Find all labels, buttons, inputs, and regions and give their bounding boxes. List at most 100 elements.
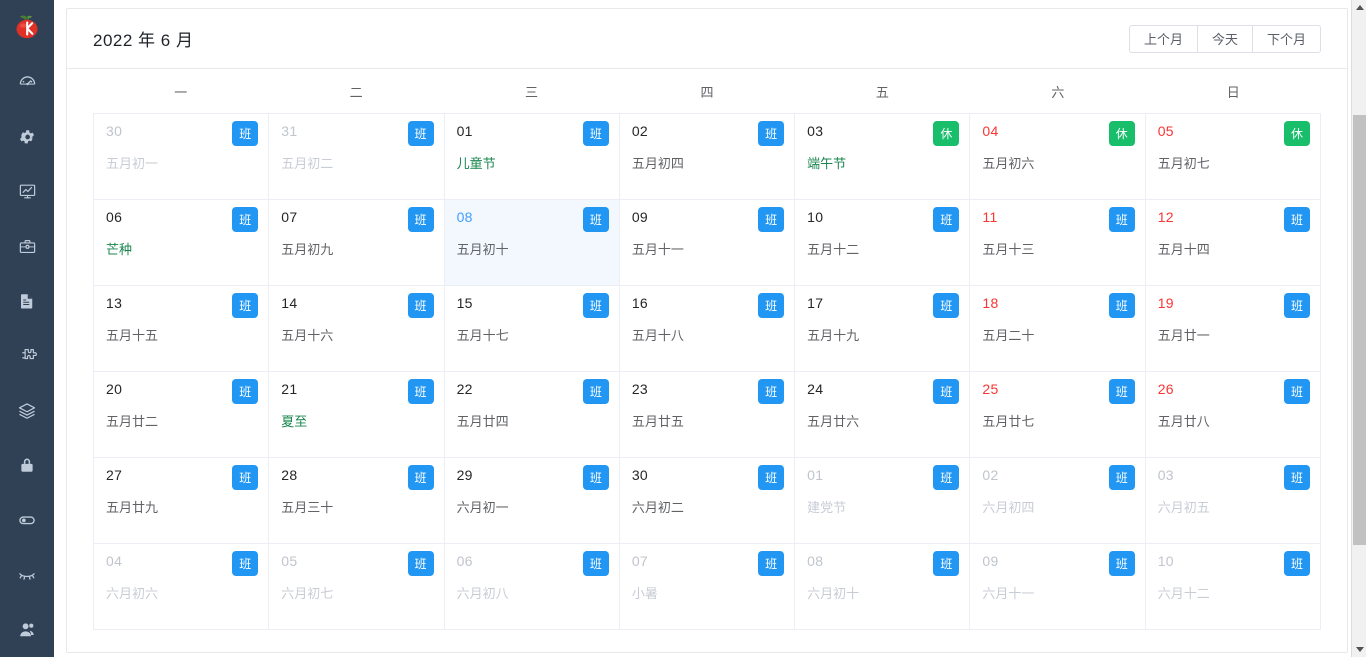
work-day-badge[interactable]: 班 bbox=[582, 465, 609, 490]
scroll-up-arrow-icon[interactable] bbox=[1352, 0, 1366, 15]
calendar-day-cell[interactable]: 05 休五月初七 bbox=[1145, 114, 1321, 200]
calendar-day-cell[interactable]: 02 班五月初四 bbox=[619, 114, 796, 200]
work-day-badge[interactable]: 班 bbox=[758, 207, 785, 232]
calendar-day-cell[interactable]: 16 班五月十八 bbox=[619, 286, 796, 372]
rest-day-badge[interactable]: 休 bbox=[933, 121, 960, 146]
calendar-day-cell[interactable]: 03 休端午节 bbox=[795, 114, 971, 200]
calendar-day-cell[interactable]: 30 班六月初二 bbox=[619, 458, 796, 544]
calendar-day-cell[interactable]: 22 班五月廿四 bbox=[444, 372, 620, 458]
calendar-day-cell[interactable]: 04 班六月初六 bbox=[94, 544, 270, 630]
work-day-badge[interactable]: 班 bbox=[758, 551, 785, 576]
sidebar-item-layers[interactable] bbox=[0, 383, 54, 438]
calendar-day-cell[interactable]: 27 班五月廿九 bbox=[94, 458, 270, 544]
page-scrollbar[interactable] bbox=[1351, 0, 1366, 657]
sidebar-item-lock[interactable] bbox=[0, 438, 54, 493]
work-day-badge[interactable]: 班 bbox=[582, 293, 609, 318]
calendar-day-cell[interactable]: 04 休五月初六 bbox=[970, 114, 1146, 200]
work-day-badge[interactable]: 班 bbox=[232, 293, 259, 318]
calendar-day-cell[interactable]: 19 班五月廿一 bbox=[1145, 286, 1321, 372]
calendar-day-cell[interactable]: 08 班五月初十 bbox=[444, 200, 620, 286]
work-day-badge[interactable]: 班 bbox=[582, 379, 609, 404]
sidebar-item-plugins[interactable] bbox=[0, 329, 54, 384]
calendar-day-cell[interactable]: 09 班六月十一 bbox=[970, 544, 1146, 630]
work-day-badge[interactable]: 班 bbox=[1108, 379, 1135, 404]
work-day-badge[interactable]: 班 bbox=[1108, 551, 1135, 576]
calendar-day-cell[interactable]: 30 班五月初一 bbox=[94, 114, 270, 200]
calendar-day-cell[interactable]: 29 班六月初一 bbox=[444, 458, 620, 544]
work-day-badge[interactable]: 班 bbox=[407, 293, 434, 318]
calendar-day-cell[interactable]: 18 班五月二十 bbox=[970, 286, 1146, 372]
work-day-badge[interactable]: 班 bbox=[232, 465, 259, 490]
calendar-day-cell[interactable]: 06 班芒种 bbox=[94, 200, 270, 286]
work-day-badge[interactable]: 班 bbox=[232, 207, 259, 232]
calendar-day-cell[interactable]: 03 班六月初五 bbox=[1145, 458, 1321, 544]
work-day-badge[interactable]: 班 bbox=[407, 465, 434, 490]
today-button[interactable]: 今天 bbox=[1196, 24, 1252, 53]
work-day-badge[interactable]: 班 bbox=[407, 551, 434, 576]
work-day-badge[interactable]: 班 bbox=[933, 551, 960, 576]
calendar-day-cell[interactable]: 15 班五月十七 bbox=[444, 286, 620, 372]
sidebar-item-dashboard[interactable] bbox=[0, 55, 54, 110]
calendar-day-cell[interactable]: 25 班五月廿七 bbox=[970, 372, 1146, 458]
sidebar-item-workbench[interactable] bbox=[0, 219, 54, 274]
rest-day-badge[interactable]: 休 bbox=[1284, 121, 1310, 146]
work-day-badge[interactable]: 班 bbox=[758, 293, 785, 318]
prev-month-button[interactable]: 上个月 bbox=[1128, 24, 1197, 53]
work-day-badge[interactable]: 班 bbox=[933, 379, 960, 404]
calendar-day-cell[interactable]: 28 班五月三十 bbox=[269, 458, 445, 544]
calendar-day-cell[interactable]: 14 班五月十六 bbox=[269, 286, 445, 372]
work-day-badge[interactable]: 班 bbox=[582, 551, 609, 576]
calendar-day-cell[interactable]: 01 班建党节 bbox=[795, 458, 971, 544]
work-day-badge[interactable]: 班 bbox=[1108, 465, 1135, 490]
calendar-day-cell[interactable]: 20 班五月廿二 bbox=[94, 372, 270, 458]
calendar-day-cell[interactable]: 09 班五月十一 bbox=[619, 200, 796, 286]
work-day-badge[interactable]: 班 bbox=[933, 465, 960, 490]
work-day-badge[interactable]: 班 bbox=[1108, 293, 1135, 318]
calendar-day-cell[interactable]: 08 班六月初十 bbox=[795, 544, 971, 630]
calendar-day-cell[interactable]: 12 班五月十四 bbox=[1145, 200, 1321, 286]
work-day-badge[interactable]: 班 bbox=[407, 121, 434, 146]
calendar-day-cell[interactable]: 13 班五月十五 bbox=[94, 286, 270, 372]
sidebar-item-eye-closed[interactable] bbox=[0, 548, 54, 603]
work-day-badge[interactable]: 班 bbox=[232, 551, 259, 576]
work-day-badge[interactable]: 班 bbox=[1108, 207, 1135, 232]
calendar-day-cell[interactable]: 07 班小暑 bbox=[619, 544, 796, 630]
calendar-day-cell[interactable]: 02 班六月初四 bbox=[970, 458, 1146, 544]
calendar-day-cell[interactable]: 07 班五月初九 bbox=[269, 200, 445, 286]
sidebar-item-settings[interactable] bbox=[0, 110, 54, 165]
work-day-badge[interactable]: 班 bbox=[758, 465, 785, 490]
scroll-down-arrow-icon[interactable] bbox=[1352, 642, 1366, 657]
sidebar-item-monitor-chart[interactable] bbox=[0, 164, 54, 219]
calendar-day-cell[interactable]: 21 班夏至 bbox=[269, 372, 445, 458]
scrollbar-thumb[interactable] bbox=[1353, 115, 1366, 545]
work-day-badge[interactable]: 班 bbox=[232, 121, 259, 146]
sidebar-item-document[interactable] bbox=[0, 274, 54, 329]
work-day-badge[interactable]: 班 bbox=[1284, 551, 1310, 576]
work-day-badge[interactable]: 班 bbox=[407, 379, 434, 404]
tomato-logo[interactable] bbox=[0, 0, 54, 55]
work-day-badge[interactable]: 班 bbox=[933, 293, 960, 318]
calendar-day-cell[interactable]: 26 班五月廿八 bbox=[1145, 372, 1321, 458]
calendar-day-cell[interactable]: 01 班儿童节 bbox=[444, 114, 620, 200]
work-day-badge[interactable]: 班 bbox=[1284, 207, 1310, 232]
work-day-badge[interactable]: 班 bbox=[1284, 293, 1310, 318]
rest-day-badge[interactable]: 休 bbox=[1108, 121, 1135, 146]
calendar-day-cell[interactable]: 17 班五月十九 bbox=[795, 286, 971, 372]
work-day-badge[interactable]: 班 bbox=[758, 379, 785, 404]
calendar-day-cell[interactable]: 24 班五月廿六 bbox=[795, 372, 971, 458]
work-day-badge[interactable]: 班 bbox=[582, 207, 609, 232]
calendar-day-cell[interactable]: 11 班五月十三 bbox=[970, 200, 1146, 286]
work-day-badge[interactable]: 班 bbox=[1284, 379, 1310, 404]
next-month-button[interactable]: 下个月 bbox=[1251, 24, 1321, 53]
work-day-badge[interactable]: 班 bbox=[232, 379, 259, 404]
calendar-day-cell[interactable]: 06 班六月初八 bbox=[444, 544, 620, 630]
calendar-day-cell[interactable]: 10 班五月十二 bbox=[795, 200, 971, 286]
work-day-badge[interactable]: 班 bbox=[933, 207, 960, 232]
sidebar-item-toggle[interactable] bbox=[0, 493, 54, 548]
calendar-day-cell[interactable]: 31 班五月初二 bbox=[269, 114, 445, 200]
calendar-day-cell[interactable]: 05 班六月初七 bbox=[269, 544, 445, 630]
work-day-badge[interactable]: 班 bbox=[407, 207, 434, 232]
work-day-badge[interactable]: 班 bbox=[582, 121, 609, 146]
sidebar-item-users[interactable] bbox=[0, 602, 54, 657]
calendar-day-cell[interactable]: 23 班五月廿五 bbox=[619, 372, 796, 458]
